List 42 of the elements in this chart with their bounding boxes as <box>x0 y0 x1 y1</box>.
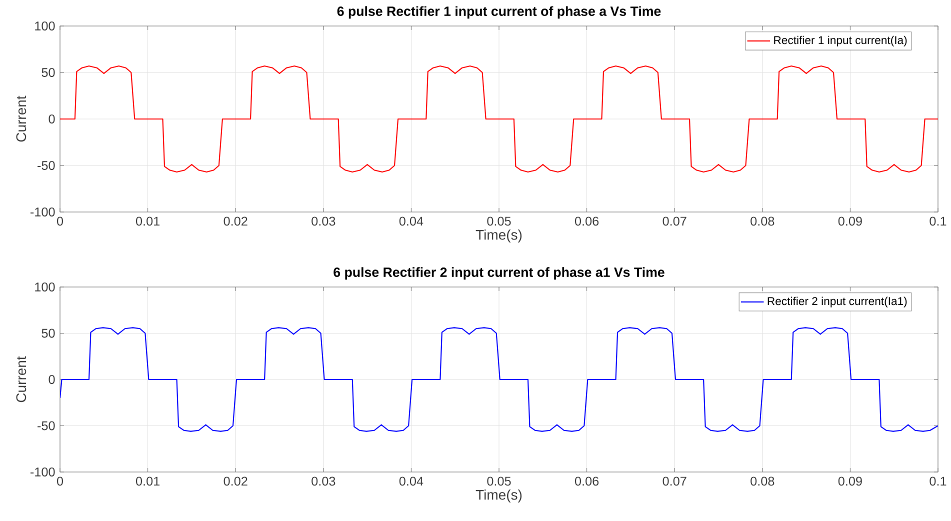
x-tick-label: 0.01 <box>136 216 160 226</box>
x-tick-label: 0.08 <box>750 476 774 486</box>
line-series <box>60 65 938 173</box>
y-tick-label: 50 <box>42 68 55 77</box>
x-tick-label: 0.1 <box>930 476 946 486</box>
x-tick-label: 0.01 <box>136 476 160 486</box>
chart-title: 6 pulse Rectifier 2 input current of phase a1 Vs Time <box>334 267 664 280</box>
x-tick-label: 0 <box>56 476 64 486</box>
x-tick-label: 0.06 <box>574 476 599 486</box>
legend-label: Rectifier 2 input current(Ia1) <box>768 296 907 308</box>
y-tick-label: -100 <box>30 208 55 216</box>
y-tick-label: -50 <box>38 161 55 170</box>
y-tick-label: 0 <box>48 375 55 384</box>
y-tick-label: 100 <box>35 282 55 292</box>
x-tick-label: 0.03 <box>312 476 336 486</box>
y-tick-label: -100 <box>30 468 55 476</box>
y-axis-title: Current <box>16 96 26 142</box>
x-tick-label: 0.05 <box>487 476 511 486</box>
x-tick-label: 0.1 <box>930 216 946 226</box>
x-tick-label: 0.06 <box>574 216 599 226</box>
y-tick-label: 0 <box>48 114 55 124</box>
x-tick-label: 0.09 <box>838 476 862 486</box>
y-tick-label: 100 <box>35 22 55 30</box>
y-axis-title: Current <box>16 356 26 402</box>
x-tick-label: 0.04 <box>399 476 424 486</box>
x-tick-label: 0.02 <box>224 476 248 486</box>
chart-title: 6 pulse Rectifier 1 input current of phase a Vs Time <box>337 6 661 19</box>
x-tick-label: 0.09 <box>838 216 862 226</box>
line-series <box>60 327 938 432</box>
x-tick-label: 0.05 <box>487 216 511 226</box>
x-tick-label: 0.08 <box>750 216 774 226</box>
x-axis-title: Time(s) <box>476 489 522 503</box>
y-tick-label: -50 <box>38 421 55 430</box>
y-tick-label: 50 <box>42 328 55 338</box>
x-tick-label: 0.07 <box>662 216 686 226</box>
x-axis-title: Time(s) <box>476 229 522 243</box>
legend-label: Rectifier 1 input current(Ia) <box>774 36 907 46</box>
x-tick-label: 0.04 <box>399 216 424 226</box>
x-tick-label: 0.03 <box>312 216 336 226</box>
x-tick-label: 0.07 <box>662 476 686 486</box>
x-tick-label: 0.02 <box>224 216 248 226</box>
x-tick-label: 0 <box>56 216 64 226</box>
